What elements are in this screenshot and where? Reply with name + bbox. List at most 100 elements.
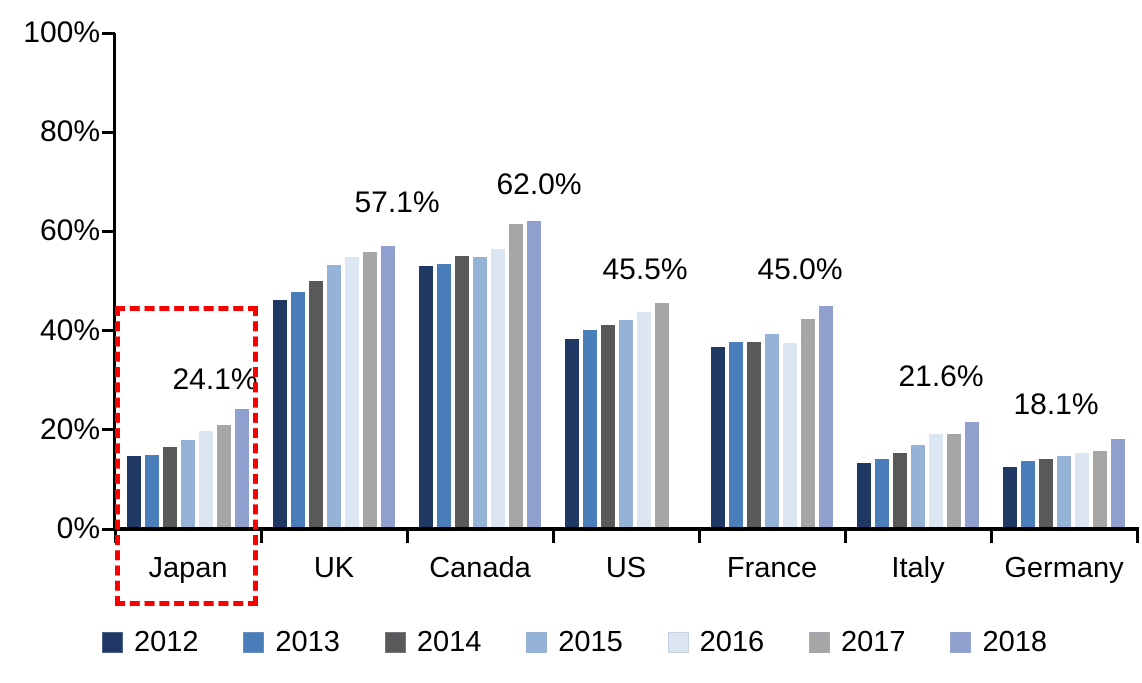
category-label-japan: Japan xyxy=(148,552,228,584)
bar-france-2017 xyxy=(801,318,815,529)
bar-uk-2015 xyxy=(327,264,341,529)
bar-germany-2014 xyxy=(1039,458,1053,529)
legend-label-2018: 2018 xyxy=(982,626,1047,658)
bar-italy-2017 xyxy=(947,433,961,529)
x-axis-line xyxy=(113,527,1139,531)
bar-uk-2016 xyxy=(345,256,359,529)
x-axis-tick xyxy=(259,531,263,543)
value-label-japan: 24.1% xyxy=(172,363,258,396)
bar-france-2012 xyxy=(711,347,725,529)
bar-uk-2013 xyxy=(291,292,305,529)
value-label-canada: 62.0% xyxy=(496,168,582,201)
y-axis-label: 100% xyxy=(23,16,100,49)
y-axis-label: 0% xyxy=(56,512,100,545)
y-axis-tick xyxy=(102,329,115,333)
legend-label-2015: 2015 xyxy=(558,626,623,658)
bar-germany-2016 xyxy=(1075,452,1089,529)
bar-us-2016 xyxy=(637,312,651,529)
y-axis-label: 20% xyxy=(39,412,100,446)
legend-label-2014: 2014 xyxy=(416,626,482,658)
x-axis-tick xyxy=(1135,531,1139,543)
bar-japan-2012 xyxy=(127,455,141,529)
y-axis-line xyxy=(113,33,116,531)
x-axis-tick xyxy=(551,531,555,543)
bar-france-2013 xyxy=(729,341,743,529)
bar-italy-2016 xyxy=(929,434,943,529)
bar-france-2016 xyxy=(783,343,797,529)
category-label-france: France xyxy=(726,552,818,584)
x-axis-tick xyxy=(697,531,701,543)
legend-item-2013: 2013 xyxy=(243,625,340,659)
bar-japan-2014 xyxy=(163,446,177,529)
legend-swatch-2018 xyxy=(950,631,972,653)
bar-us-2017 xyxy=(655,303,669,529)
x-axis-tick xyxy=(843,531,847,543)
bar-germany-2017 xyxy=(1093,450,1107,529)
category-label-canada: Canada xyxy=(429,552,531,584)
bar-france-2014 xyxy=(747,341,761,529)
bar-canada-2017 xyxy=(509,223,523,529)
bar-uk-2014 xyxy=(309,281,323,529)
legend-swatch-2013 xyxy=(243,631,265,653)
legend-label-2012: 2012 xyxy=(134,626,199,658)
bar-us-2014 xyxy=(601,324,615,529)
legend-item-2015: 2015 xyxy=(526,625,623,659)
value-label-france: 45.0% xyxy=(757,253,843,286)
value-label-us: 45.5% xyxy=(602,253,688,286)
bar-japan-2017 xyxy=(217,424,231,529)
bar-uk-2017 xyxy=(363,252,377,529)
bar-canada-2013 xyxy=(437,263,451,529)
bar-canada-2012 xyxy=(419,265,433,529)
y-axis-label: 60% xyxy=(39,214,100,248)
bar-canada-2014 xyxy=(455,256,469,529)
value-label-germany: 18.1% xyxy=(1013,388,1099,421)
bar-italy-2013 xyxy=(875,458,889,529)
y-axis-tick xyxy=(102,428,115,432)
y-axis-label: 80% xyxy=(39,115,100,149)
category-label-germany: Germany xyxy=(1004,552,1124,584)
bar-japan-2015 xyxy=(181,440,195,529)
legend-swatch-2012 xyxy=(102,631,123,653)
y-axis-label: 40% xyxy=(39,313,100,347)
y-axis-tick xyxy=(102,130,115,134)
bar-italy-2014 xyxy=(893,452,907,529)
bar-japan-2013 xyxy=(145,454,159,529)
bar-france-2015 xyxy=(765,333,779,529)
bar-uk-2012 xyxy=(273,299,287,529)
legend-item-2016: 2016 xyxy=(667,625,764,659)
bar-germany-2018 xyxy=(1111,439,1125,529)
legend-swatch-2015 xyxy=(526,631,548,653)
category-label-us: US xyxy=(605,552,647,584)
bar-germany-2012 xyxy=(1003,467,1017,529)
bar-italy-2012 xyxy=(857,463,871,529)
bar-us-2015 xyxy=(619,319,633,529)
bar-italy-2015 xyxy=(911,445,925,529)
legend-item-2018: 2018 xyxy=(950,625,1047,659)
japan-highlight-dashed-box xyxy=(115,306,258,606)
legend-item-2012: 2012 xyxy=(102,625,199,659)
y-axis-tick xyxy=(102,527,115,531)
legend-swatch-2014 xyxy=(384,631,406,653)
legend-swatch-2017 xyxy=(809,631,831,653)
x-axis-tick xyxy=(405,531,409,543)
category-label-italy: Italy xyxy=(891,552,945,584)
bar-us-2012 xyxy=(565,338,579,529)
bar-canada-2015 xyxy=(473,256,487,529)
category-label-uk: UK xyxy=(313,552,355,584)
bar-japan-2018 xyxy=(235,409,249,529)
bar-uk-2018 xyxy=(381,245,395,529)
bar-germany-2013 xyxy=(1021,461,1035,529)
legend-item-2017: 2017 xyxy=(809,625,906,659)
bar-canada-2016 xyxy=(491,249,505,529)
y-axis-tick xyxy=(102,229,115,233)
bar-france-2018 xyxy=(819,305,833,529)
legend: 2012 2013 2014 2015 2016 2017 2018 xyxy=(102,620,1047,664)
value-label-uk: 57.1% xyxy=(354,186,440,219)
legend-item-2014: 2014 xyxy=(384,625,482,659)
bar-us-2013 xyxy=(583,329,597,529)
bar-canada-2018 xyxy=(527,221,541,529)
bar-japan-2016 xyxy=(199,430,213,529)
x-axis-tick xyxy=(989,531,993,543)
bar-italy-2018 xyxy=(965,421,979,529)
